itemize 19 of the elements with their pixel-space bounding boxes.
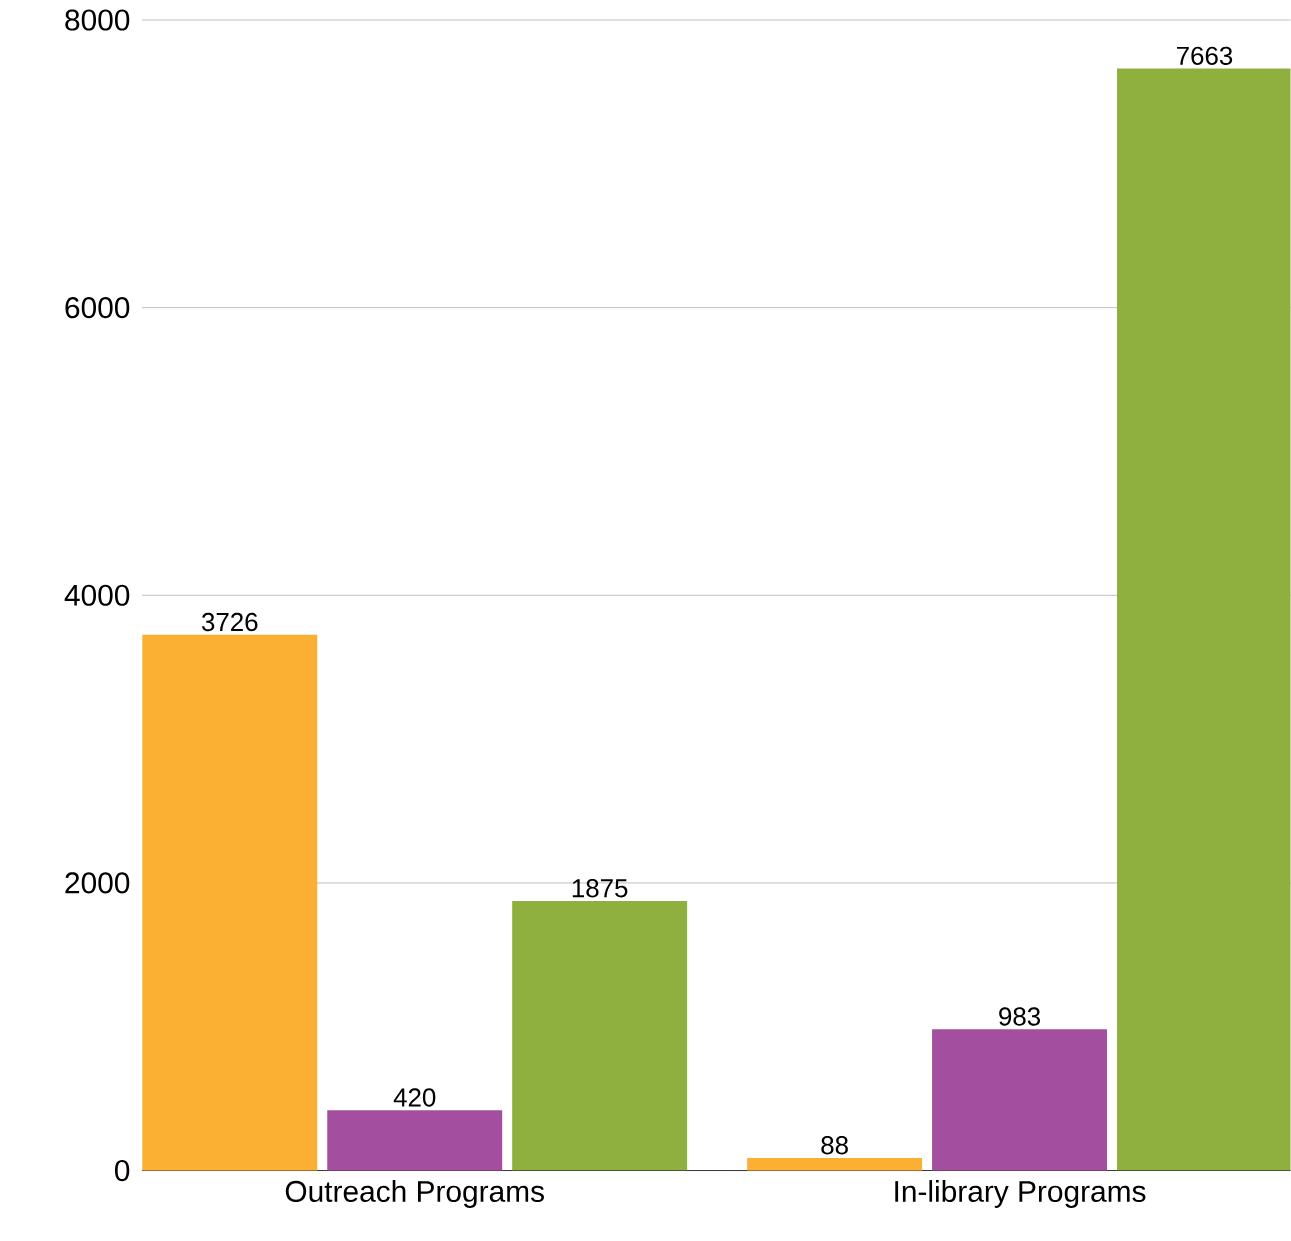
x-tick-label: In-library Programs <box>895 1180 1146 1209</box>
x-tick-label: Outreach Programs <box>285 1180 544 1209</box>
bar <box>512 901 688 1171</box>
y-tick-label: 0 <box>114 1160 130 1182</box>
data-label: 420 <box>393 1088 436 1107</box>
data-label: 7663 <box>1177 46 1233 66</box>
bar <box>327 1110 503 1171</box>
y-tick-label: 8000 <box>65 9 130 31</box>
data-label: 983 <box>999 1007 1040 1026</box>
bar <box>142 634 318 1171</box>
y-tick-label: 2000 <box>65 872 130 894</box>
y-tick-label: 4000 <box>64 584 130 607</box>
data-label: 1875 <box>572 879 628 898</box>
data-label: 3726 <box>201 613 258 632</box>
y-tick-label: 6000 <box>65 297 130 319</box>
bar <box>1117 68 1291 1171</box>
bar <box>747 1158 923 1171</box>
bar <box>932 1029 1108 1171</box>
data-label: 88 <box>821 1136 848 1155</box>
